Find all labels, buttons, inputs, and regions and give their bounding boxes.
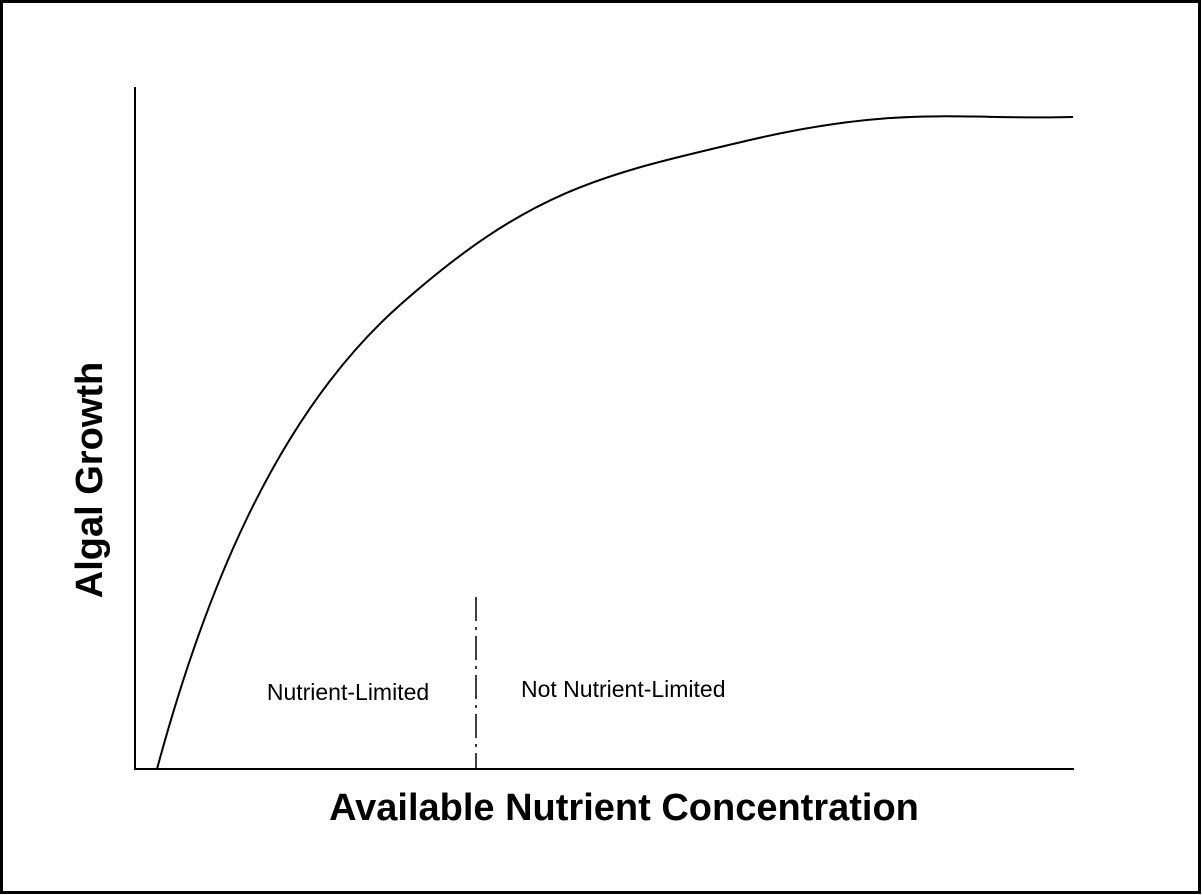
annotation: Not Nutrient-Limited: [521, 676, 726, 702]
growth-curve: [156, 115, 1074, 770]
x-axis-title: Available Nutrient Concentration: [329, 787, 919, 829]
y-axis-title: Algal Growth: [69, 362, 111, 598]
annotation: Nutrient-Limited: [267, 679, 429, 705]
